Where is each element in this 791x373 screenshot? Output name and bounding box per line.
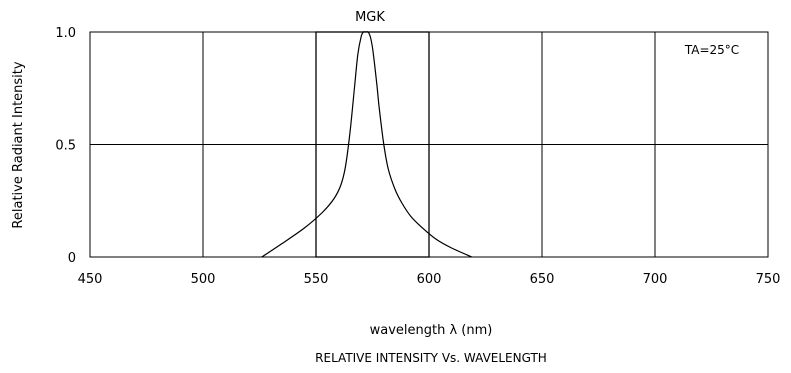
x-tick-label: 750 [756, 272, 781, 287]
x-axis-label: wavelength λ (nm) [370, 323, 493, 338]
y-axis-label: Relative Radiant Intensity [11, 61, 26, 228]
spectrum-curve [261, 31, 473, 258]
temperature-annotation: TA=25°C [684, 43, 739, 57]
x-tick-label: 700 [643, 272, 668, 287]
x-tick-label: 550 [304, 272, 329, 287]
chart-subtitle: RELATIVE INTENSITY Vs. WAVELENGTH [315, 351, 547, 365]
y-tick-label: 0.5 [55, 139, 76, 154]
x-tick-labels: 450 500 550 600 650 700 750 [78, 272, 781, 287]
x-tick-label: 450 [78, 272, 103, 287]
y-tick-label: 0 [68, 251, 76, 266]
highlight-box [315, 31, 430, 258]
y-tick-label: 1.0 [55, 26, 76, 41]
x-tick-label: 600 [417, 272, 442, 287]
x-tick-label: 650 [530, 272, 555, 287]
y-tick-labels: 0 0.5 1.0 [55, 26, 76, 266]
chart-title: MGK [355, 10, 385, 25]
x-tick-label: 500 [191, 272, 216, 287]
